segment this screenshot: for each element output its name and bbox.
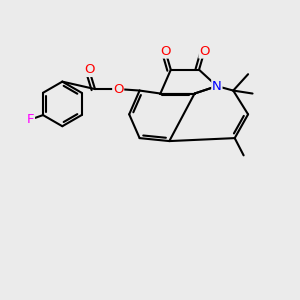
Text: O: O xyxy=(199,45,210,58)
Text: N: N xyxy=(212,80,222,93)
Text: F: F xyxy=(27,113,34,126)
Text: O: O xyxy=(84,63,94,76)
Text: O: O xyxy=(113,82,123,96)
Text: O: O xyxy=(160,45,171,58)
